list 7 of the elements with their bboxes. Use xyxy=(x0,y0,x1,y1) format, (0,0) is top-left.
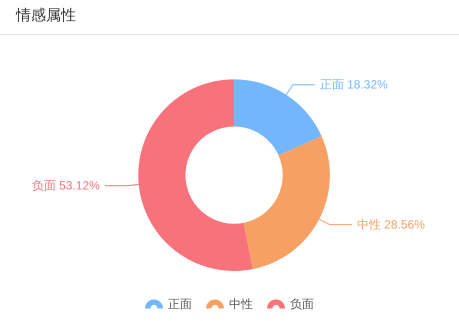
category-label: 中性 28.56% xyxy=(356,218,425,232)
category-label: 正面 18.32% xyxy=(320,78,388,92)
legend-label: 中性 xyxy=(229,297,253,311)
legend-label: 正面 xyxy=(168,297,192,311)
legend-label: 负面 xyxy=(290,297,314,311)
category-label: 负面 53.12% xyxy=(32,178,100,193)
chart-title: 情感属性 xyxy=(16,6,76,24)
